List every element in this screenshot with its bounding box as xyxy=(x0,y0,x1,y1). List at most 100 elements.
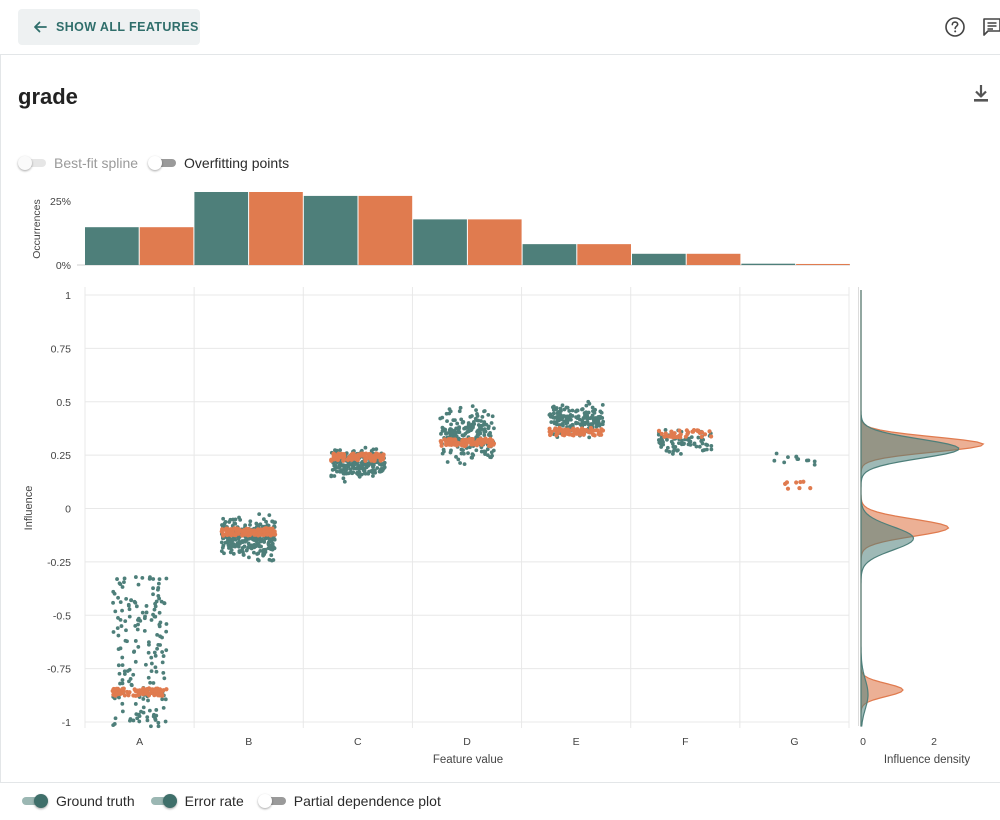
ground-truth-point-B xyxy=(235,542,240,547)
overfitting-points-toggle[interactable] xyxy=(148,156,178,170)
error-rate-point-F xyxy=(656,428,662,433)
ground-truth-point-D xyxy=(476,428,481,433)
ground-truth-point-D xyxy=(490,414,495,419)
ground-truth-point-A xyxy=(111,630,116,634)
ground-truth-point-A xyxy=(145,718,150,723)
ground-truth-point-F xyxy=(694,444,699,449)
download-icon[interactable] xyxy=(972,84,990,104)
ground-truth-point-B xyxy=(258,548,263,553)
hist-bar-A-ground-truth xyxy=(85,227,139,265)
ground-truth-point-A xyxy=(129,598,134,603)
ground-truth-point-A xyxy=(142,628,147,633)
comment-icon[interactable] xyxy=(982,17,1000,37)
error-rate-point-B xyxy=(261,533,266,538)
density-xtick-2: 2 xyxy=(931,736,937,748)
ground-truth-point-A xyxy=(156,720,161,725)
ground-truth-point-E xyxy=(565,420,570,425)
ground-truth-point-A xyxy=(120,701,125,706)
ground-truth-point-F xyxy=(680,438,684,443)
ground-truth-point-B xyxy=(273,520,277,525)
ground-truth-point-E xyxy=(590,405,595,410)
ground-truth-point-D xyxy=(458,461,462,465)
error-rate-point-F xyxy=(707,429,712,434)
ground-truth-point-C xyxy=(377,462,382,467)
ground-truth-point-A xyxy=(149,618,154,622)
ground-truth-point-D xyxy=(486,412,491,417)
error-rate-point-B xyxy=(255,527,261,532)
error-rate-point-G xyxy=(784,480,790,485)
xtick-label: A xyxy=(136,736,143,748)
ground-truth-point-B xyxy=(219,549,224,554)
ground-truth-point-D xyxy=(449,448,453,453)
error-rate-toggle[interactable] xyxy=(149,794,179,808)
error-rate-point-E xyxy=(549,430,554,435)
ground-truth-point-C xyxy=(332,467,337,472)
ground-truth-point-A xyxy=(147,708,152,713)
help-icon[interactable] xyxy=(944,16,966,38)
ground-truth-point-A xyxy=(154,713,159,718)
ground-truth-point-A xyxy=(160,635,164,640)
error-rate-point-C xyxy=(337,455,342,460)
error-rate-point-D xyxy=(442,437,447,442)
ground-truth-point-B xyxy=(243,523,248,528)
density-axis-line xyxy=(858,287,859,726)
ground-truth-point-E xyxy=(551,415,555,420)
ground-truth-point-D xyxy=(445,460,450,464)
ground-truth-point-E xyxy=(579,423,583,427)
error-rate-point-D xyxy=(465,438,470,443)
error-rate-point-A xyxy=(112,687,117,692)
ground-truth-point-D xyxy=(482,433,487,438)
error-rate-point-F xyxy=(709,434,714,439)
ground-truth-point-C xyxy=(363,445,368,450)
ground-truth-point-E xyxy=(578,417,582,422)
hist-bar-D-ground-truth xyxy=(413,219,467,265)
error-rate-point-B xyxy=(261,529,267,534)
ground-truth-point-D xyxy=(470,404,475,408)
ground-truth-point-D xyxy=(461,451,466,456)
ground-truth-point-D xyxy=(445,419,449,424)
show-all-features-button[interactable]: SHOW ALL FEATURES xyxy=(18,9,200,45)
ground-truth-point-E xyxy=(591,409,595,414)
ground-truth-point-B xyxy=(252,542,257,547)
error-rate-point-B xyxy=(237,527,242,533)
ground-truth-point-F xyxy=(665,445,670,450)
ground-truth-point-A xyxy=(116,633,121,638)
ground-truth-point-C xyxy=(359,461,364,466)
ground-truth-point-F xyxy=(702,448,707,452)
ground-truth-point-C xyxy=(338,448,342,452)
error-rate-point-A xyxy=(155,693,161,698)
ground-truth-point-E xyxy=(586,399,591,404)
ground-truth-point-B xyxy=(221,516,226,521)
ground-truth-point-C xyxy=(352,462,357,467)
ground-truth-point-F xyxy=(663,428,668,432)
ground-truth-point-A xyxy=(146,675,151,680)
ground-truth-point-A xyxy=(147,642,151,647)
error-rate-point-E xyxy=(565,428,570,433)
ground-truth-point-A xyxy=(133,659,138,664)
error-rate-point-D xyxy=(448,437,453,442)
ground-truth-point-A xyxy=(163,697,168,702)
ground-truth-toggle[interactable] xyxy=(20,794,50,808)
ground-truth-point-E xyxy=(562,407,567,412)
hist-ytick-bottom: 0% xyxy=(56,260,71,272)
ground-truth-point-C xyxy=(341,471,346,476)
density-ground-truth xyxy=(860,290,960,727)
ground-truth-point-A xyxy=(120,663,125,667)
ground-truth-point-A xyxy=(162,601,167,605)
ground-truth-point-C xyxy=(370,470,375,475)
ground-truth-point-E xyxy=(580,407,584,412)
error-rate-point-E xyxy=(571,426,576,431)
ground-truth-point-G xyxy=(804,458,809,463)
ground-truth-point-A xyxy=(151,681,156,685)
error-rate-point-C xyxy=(352,454,357,459)
best-fit-spline-toggle[interactable] xyxy=(18,156,48,170)
ground-truth-point-D xyxy=(451,418,456,423)
partial-dependence-toggle[interactable] xyxy=(257,794,288,808)
hist-bar-A-error-rate xyxy=(139,227,194,265)
error-rate-point-F xyxy=(666,434,671,439)
error-rate-point-E xyxy=(565,431,570,436)
error-rate-point-E xyxy=(560,432,565,437)
error-rate-point-C xyxy=(371,455,376,460)
ground-truth-point-A xyxy=(119,624,124,628)
ytick-label: 0.5 xyxy=(56,397,71,409)
